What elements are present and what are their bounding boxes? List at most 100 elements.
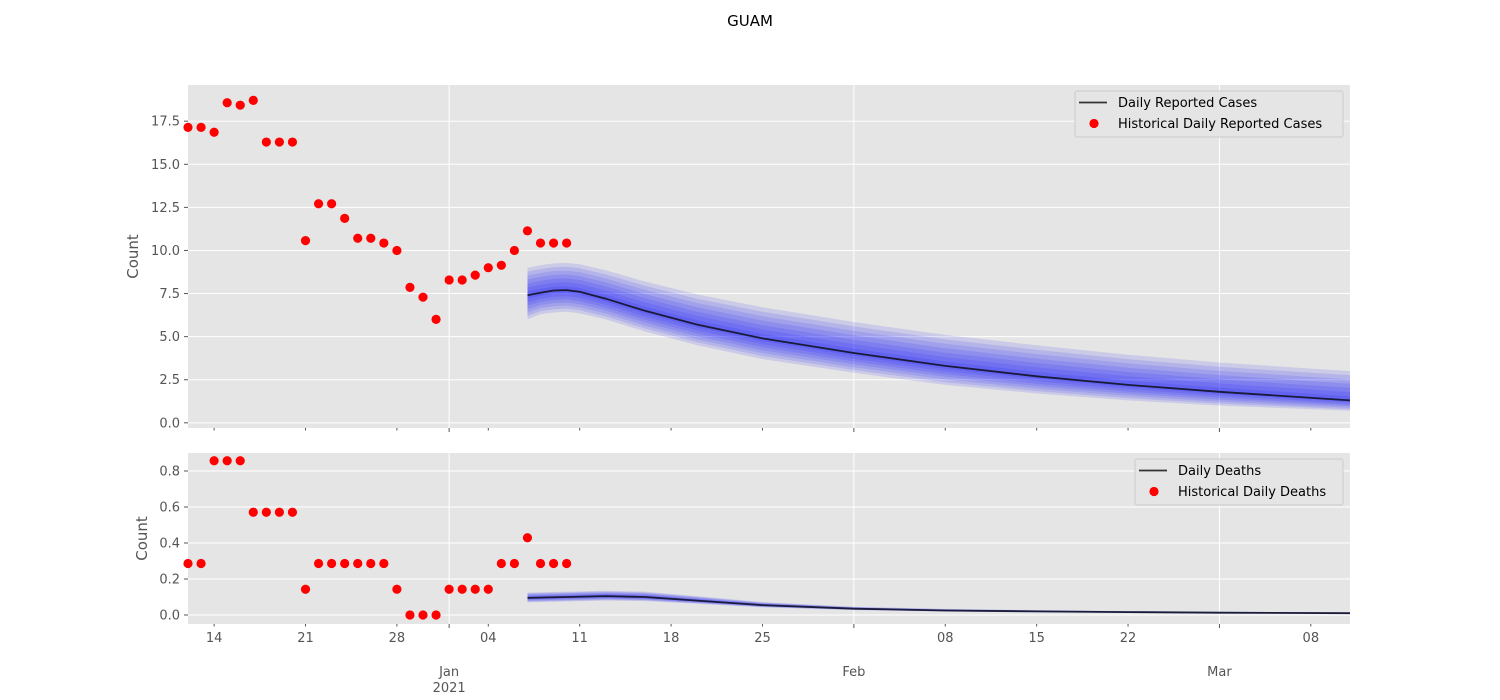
forecast-band — [527, 262, 1350, 411]
historical-point — [418, 292, 428, 302]
historical-point — [287, 507, 298, 517]
historical-point — [444, 584, 454, 594]
x-year-label: 2021 — [433, 681, 466, 696]
historical-point — [196, 122, 206, 133]
historical-point — [222, 98, 232, 108]
historical-point — [483, 584, 493, 594]
figure-title: GUAM — [727, 12, 773, 30]
forecast-line — [527, 289, 1350, 402]
legend-label: Historical Daily Reported Cases — [1118, 117, 1322, 132]
historical-point — [209, 456, 219, 466]
historical-point — [470, 270, 480, 280]
historical-point — [248, 95, 258, 105]
historical-point — [209, 127, 219, 137]
x-minor-tick-label: 25 — [754, 631, 771, 646]
x-minor-tick-label: 08 — [1303, 631, 1320, 646]
legend-label: Daily Reported Cases — [1118, 96, 1257, 111]
y-axis-title: Count — [124, 234, 142, 279]
x-minor-tick-label: 28 — [389, 631, 406, 646]
historical-point — [340, 213, 350, 224]
historical-point — [340, 558, 350, 569]
y-tick-label: 7.5 — [159, 287, 180, 302]
historical-point — [522, 226, 533, 236]
historical-point — [235, 456, 245, 466]
legend-box — [1134, 458, 1344, 506]
legend-label: Historical Daily Deaths — [1178, 485, 1326, 500]
historical-point — [431, 610, 441, 620]
historical-point — [405, 282, 415, 292]
historical-point — [496, 558, 506, 569]
historical-point — [562, 558, 572, 569]
historical-point — [483, 263, 493, 273]
historical-point — [327, 558, 337, 569]
historical-point — [248, 507, 258, 517]
historical-point — [353, 233, 363, 243]
legend-box — [1074, 90, 1344, 138]
x-minor-tick-label: 14 — [206, 631, 223, 646]
deaths-panel: 0.0 0.2 0.4 0.6 0.8 Count Daily Deaths Historic… — [133, 453, 1350, 628]
forecast-band — [527, 590, 1350, 614]
historical-point — [562, 238, 572, 248]
historical-point — [196, 558, 206, 569]
historical-point — [509, 558, 520, 569]
historical-point — [300, 584, 311, 594]
x-minor-tick-label: 11 — [571, 631, 588, 646]
historical-point — [366, 558, 376, 569]
legend-point-swatch — [1089, 118, 1099, 129]
historical-point — [392, 245, 402, 256]
y-tick-label: 0.2 — [159, 573, 180, 588]
x-minor-tick-label: 04 — [480, 631, 497, 646]
x-major-tick-label: Mar — [1207, 665, 1232, 680]
y-tick-label: 0.0 — [159, 416, 180, 431]
historical-point — [470, 584, 480, 594]
forecast-band — [527, 278, 1350, 405]
y-tick-label: 17.5 — [151, 115, 180, 130]
forecast-band — [527, 286, 1350, 402]
y-tick-label: 12.5 — [151, 201, 180, 216]
historical-point — [509, 245, 520, 256]
plot-content — [527, 262, 1350, 411]
historical-point — [496, 260, 506, 270]
historical-point — [353, 558, 363, 569]
historical-point — [444, 275, 454, 285]
historical-point — [313, 199, 324, 209]
forecast-band — [527, 591, 1350, 614]
forecast-band — [527, 266, 1350, 410]
historical-point — [431, 314, 441, 325]
y-tick-label: 0.4 — [159, 537, 180, 552]
historical-point — [379, 558, 389, 569]
forecast-line — [527, 595, 1350, 615]
historical-point — [366, 233, 376, 243]
y-tick-label: 10.0 — [151, 244, 180, 259]
legend-point-swatch — [1149, 486, 1159, 497]
historical-point — [522, 533, 533, 543]
y-tick-label: 5.0 — [159, 330, 180, 345]
forecast-band — [527, 593, 1350, 614]
x-major-tick-label: Jan — [438, 665, 459, 680]
x-major-tick-label: Feb — [842, 665, 865, 680]
historical-point — [274, 507, 284, 517]
plot-area — [188, 85, 1350, 428]
y-axis-title: Count — [133, 516, 151, 561]
historical-point — [418, 610, 428, 620]
forecast-band — [527, 592, 1350, 614]
y-tick-label: 15.0 — [151, 158, 180, 173]
historical-point — [405, 610, 415, 620]
y-tick-label: 2.5 — [159, 373, 180, 388]
historical-point — [548, 238, 559, 248]
historical-point — [313, 558, 324, 569]
forecast-band — [527, 270, 1350, 408]
forecast-band — [527, 274, 1350, 407]
historical-point — [274, 137, 284, 147]
historical-point — [457, 275, 467, 285]
historical-point — [457, 584, 467, 594]
historical-point — [261, 507, 271, 517]
x-minor-tick-label: 08 — [937, 631, 954, 646]
historical-point — [235, 100, 245, 110]
historical-point — [261, 137, 271, 147]
x-minor-tick-label: 21 — [297, 631, 314, 646]
historical-point — [548, 558, 559, 569]
x-minor-tick-label: 15 — [1028, 631, 1045, 646]
